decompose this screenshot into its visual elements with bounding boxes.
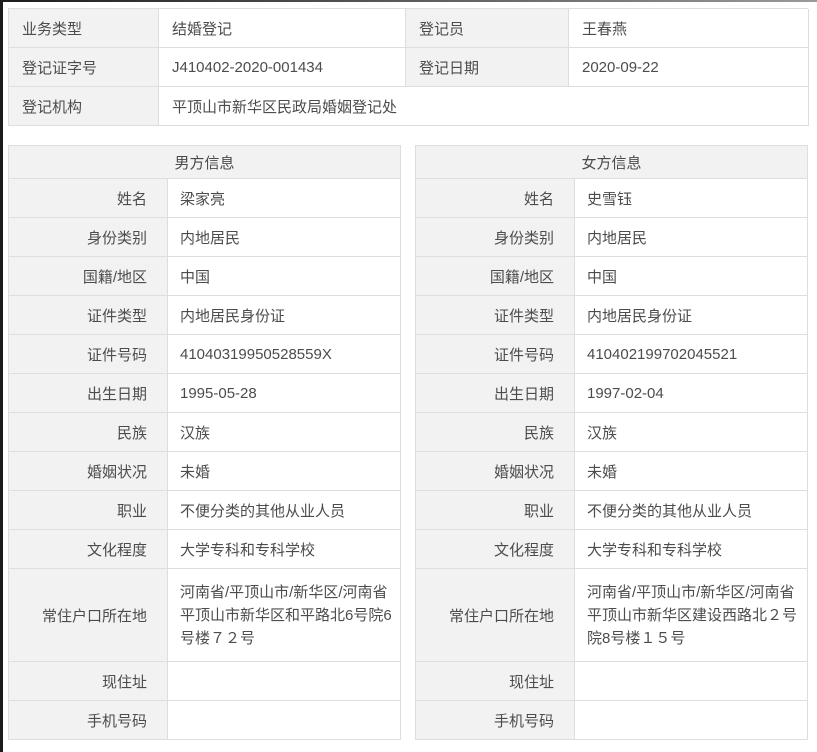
male-mobile-number-label: 手机号码 (9, 701, 168, 740)
female-nationality-value: 中国 (575, 257, 808, 296)
female-birth-date-value: 1997-02-04 (575, 374, 808, 413)
female-marital-status-label: 婚姻状况 (416, 452, 575, 491)
female-marital-status-value: 未婚 (575, 452, 808, 491)
male-name-value: 梁家亮 (168, 179, 401, 218)
male-info-table: 男方信息 姓名 梁家亮 身份类别 内地居民 国籍/地区 中国 证件类型 内地居民… (8, 145, 401, 740)
male-ethnicity-value: 汉族 (168, 413, 401, 452)
male-education-label: 文化程度 (9, 530, 168, 569)
female-id-number-label: 证件号码 (416, 335, 575, 374)
female-birth-date-label: 出生日期 (416, 374, 575, 413)
female-ethnicity-label: 民族 (416, 413, 575, 452)
window-top-edge (0, 0, 817, 2)
male-ethnicity-label: 民族 (9, 413, 168, 452)
female-household-address-value: 河南省/平顶山市/新华区/河南省平顶山市新华区建设西路北２号院8号楼１５号 (575, 569, 808, 662)
male-marital-status-label: 婚姻状况 (9, 452, 168, 491)
female-name-value: 史雪钰 (575, 179, 808, 218)
male-nationality-value: 中国 (168, 257, 401, 296)
male-occupation-label: 职业 (9, 491, 168, 530)
male-nationality-label: 国籍/地区 (9, 257, 168, 296)
window-left-edge (0, 0, 3, 752)
female-occupation-label: 职业 (416, 491, 575, 530)
registrar-label: 登记员 (406, 9, 569, 48)
female-household-address-label: 常住户口所在地 (416, 569, 575, 662)
female-mobile-number-label: 手机号码 (416, 701, 575, 740)
male-birth-date-value: 1995-05-28 (168, 374, 401, 413)
male-household-address-label: 常住户口所在地 (9, 569, 168, 662)
registration-summary-table: 业务类型 结婚登记 登记员 王春燕 登记证字号 J410402-2020-001… (8, 8, 809, 126)
male-identity-category-label: 身份类别 (9, 218, 168, 257)
female-mobile-number-value (575, 701, 808, 740)
agency-label: 登记机构 (9, 87, 159, 126)
certificate-number-value: J410402-2020-001434 (159, 48, 406, 87)
male-name-label: 姓名 (9, 179, 168, 218)
male-current-address-label: 现住址 (9, 662, 168, 701)
male-current-address-value (168, 662, 401, 701)
female-identity-category-label: 身份类别 (416, 218, 575, 257)
female-info-table: 女方信息 姓名 史雪钰 身份类别 内地居民 国籍/地区 中国 证件类型 内地居民… (415, 145, 808, 740)
female-id-type-label: 证件类型 (416, 296, 575, 335)
male-mobile-number-value (168, 701, 401, 740)
male-occupation-value: 不便分类的其他从业人员 (168, 491, 401, 530)
business-type-value: 结婚登记 (159, 9, 406, 48)
business-type-label: 业务类型 (9, 9, 159, 48)
female-nationality-label: 国籍/地区 (416, 257, 575, 296)
certificate-number-label: 登记证字号 (9, 48, 159, 87)
female-education-value: 大学专科和专科学校 (575, 530, 808, 569)
registration-date-value: 2020-09-22 (569, 48, 809, 87)
female-identity-category-value: 内地居民 (575, 218, 808, 257)
male-identity-category-value: 内地居民 (168, 218, 401, 257)
male-marital-status-value: 未婚 (168, 452, 401, 491)
female-current-address-value (575, 662, 808, 701)
male-id-type-label: 证件类型 (9, 296, 168, 335)
male-id-number-value: 41040319950528559X (168, 335, 401, 374)
female-ethnicity-value: 汉族 (575, 413, 808, 452)
agency-value: 平顶山市新华区民政局婚姻登记处 (159, 87, 809, 126)
female-education-label: 文化程度 (416, 530, 575, 569)
male-id-type-value: 内地居民身份证 (168, 296, 401, 335)
male-education-value: 大学专科和专科学校 (168, 530, 401, 569)
male-household-address-value: 河南省/平顶山市/新华区/河南省平顶山市新华区和平路北6号院6号楼７２号 (168, 569, 401, 662)
male-birth-date-label: 出生日期 (9, 374, 168, 413)
female-info-title: 女方信息 (416, 146, 808, 179)
male-info-title: 男方信息 (9, 146, 401, 179)
female-name-label: 姓名 (416, 179, 575, 218)
male-id-number-label: 证件号码 (9, 335, 168, 374)
female-id-number-value: 410402199702045521 (575, 335, 808, 374)
registration-date-label: 登记日期 (406, 48, 569, 87)
registrar-value: 王春燕 (569, 9, 809, 48)
female-occupation-value: 不便分类的其他从业人员 (575, 491, 808, 530)
female-current-address-label: 现住址 (416, 662, 575, 701)
female-id-type-value: 内地居民身份证 (575, 296, 808, 335)
